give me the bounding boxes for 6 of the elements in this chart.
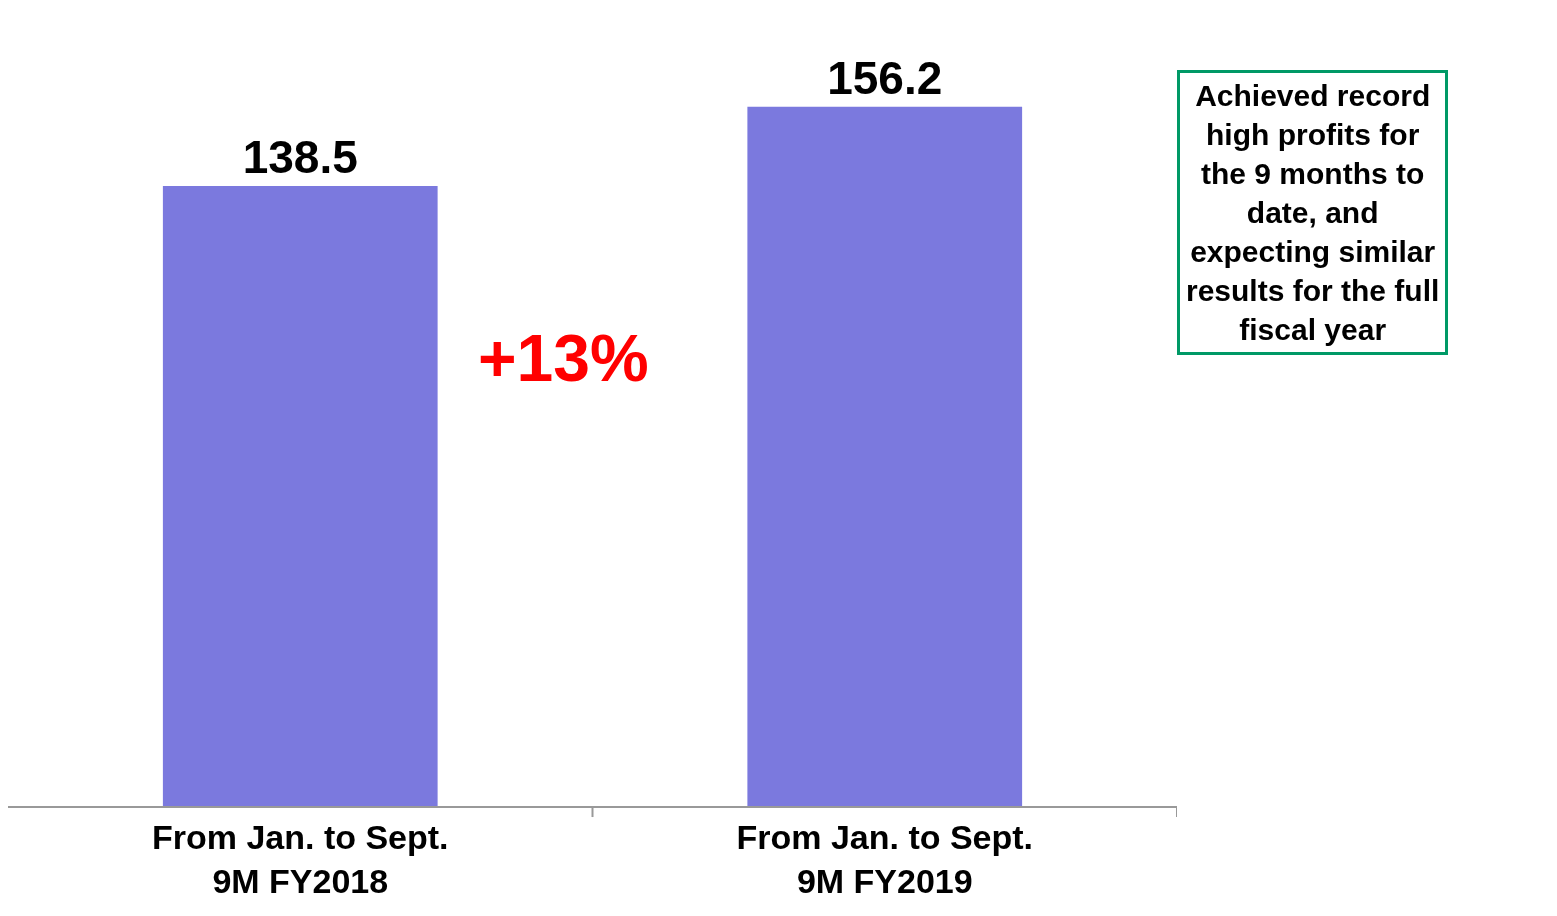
annotation: +13%: [478, 321, 649, 395]
data-label: 156.2: [827, 51, 943, 104]
data-label: 138.5: [242, 131, 358, 184]
x-tick-label: From Jan. to Sept. 9M FY2019: [736, 817, 1034, 900]
text: Achieved record high profits for the 9 months to date, and expecting similar results for the full fiscal year: [1186, 79, 1440, 346]
x-tick-label: From Jan. to Sept. 9M FY2018: [151, 817, 449, 900]
